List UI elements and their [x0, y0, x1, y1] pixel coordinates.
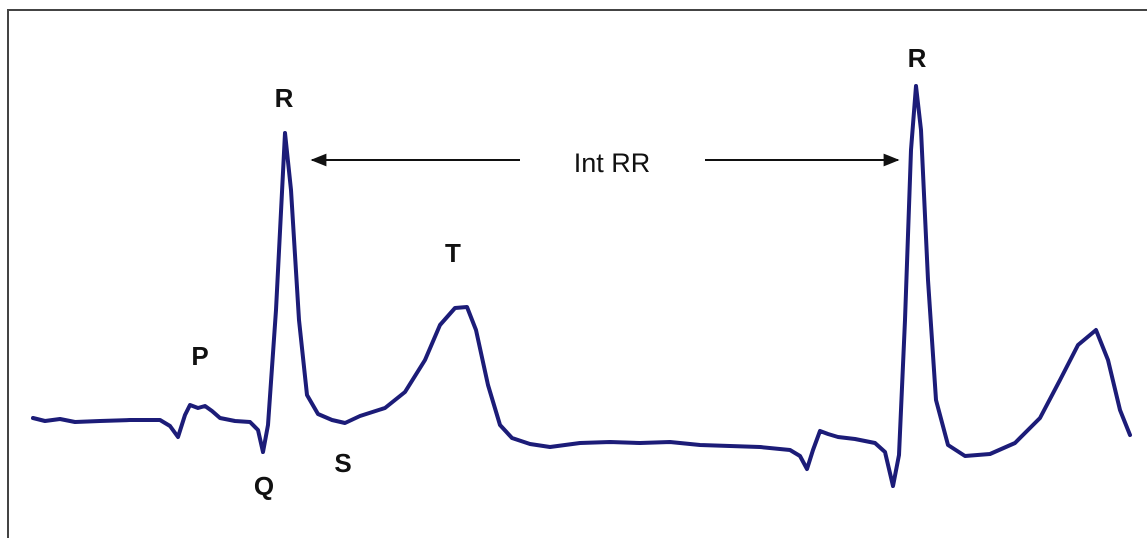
frame: [7, 9, 1147, 538]
r-label: R: [908, 43, 927, 73]
ecg-waveform: [31, 84, 1132, 488]
interval-label: Int RR: [574, 148, 651, 178]
p-label: P: [191, 341, 208, 371]
q-label: Q: [254, 471, 274, 501]
r-label: R: [275, 83, 294, 113]
s-label: S: [334, 448, 351, 478]
t-label: T: [445, 238, 461, 268]
